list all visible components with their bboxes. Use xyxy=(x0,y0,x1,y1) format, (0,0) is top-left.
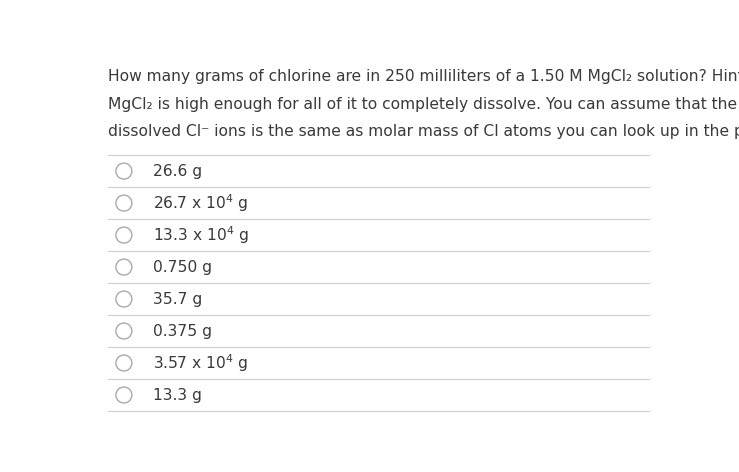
Text: dissolved Cl⁻ ions is the same as molar mass of Cl atoms you can look up in the : dissolved Cl⁻ ions is the same as molar … xyxy=(109,124,739,139)
Point xyxy=(118,231,130,239)
Text: 13.3 x 10$^{4}$ g: 13.3 x 10$^{4}$ g xyxy=(152,224,249,246)
Point xyxy=(118,263,130,271)
Text: 0.750 g: 0.750 g xyxy=(152,260,211,275)
Text: 35.7 g: 35.7 g xyxy=(152,292,202,306)
Point xyxy=(118,391,130,399)
Point xyxy=(118,168,130,175)
Point xyxy=(118,295,130,303)
Text: 26.6 g: 26.6 g xyxy=(152,164,202,178)
Text: How many grams of chlorine are in 250 milliliters of a 1.50 M MgCl₂ solution? Hi: How many grams of chlorine are in 250 mi… xyxy=(109,69,739,84)
Text: 26.7 x 10$^{4}$ g: 26.7 x 10$^{4}$ g xyxy=(152,192,248,214)
Point xyxy=(118,199,130,207)
Text: 3.57 x 10$^{4}$ g: 3.57 x 10$^{4}$ g xyxy=(152,352,248,374)
Text: MgCl₂ is high enough for all of it to completely dissolve. You can assume that t: MgCl₂ is high enough for all of it to co… xyxy=(109,97,739,111)
Point xyxy=(118,327,130,335)
Point xyxy=(118,359,130,367)
Text: 0.375 g: 0.375 g xyxy=(152,323,211,338)
Text: 13.3 g: 13.3 g xyxy=(152,388,202,403)
